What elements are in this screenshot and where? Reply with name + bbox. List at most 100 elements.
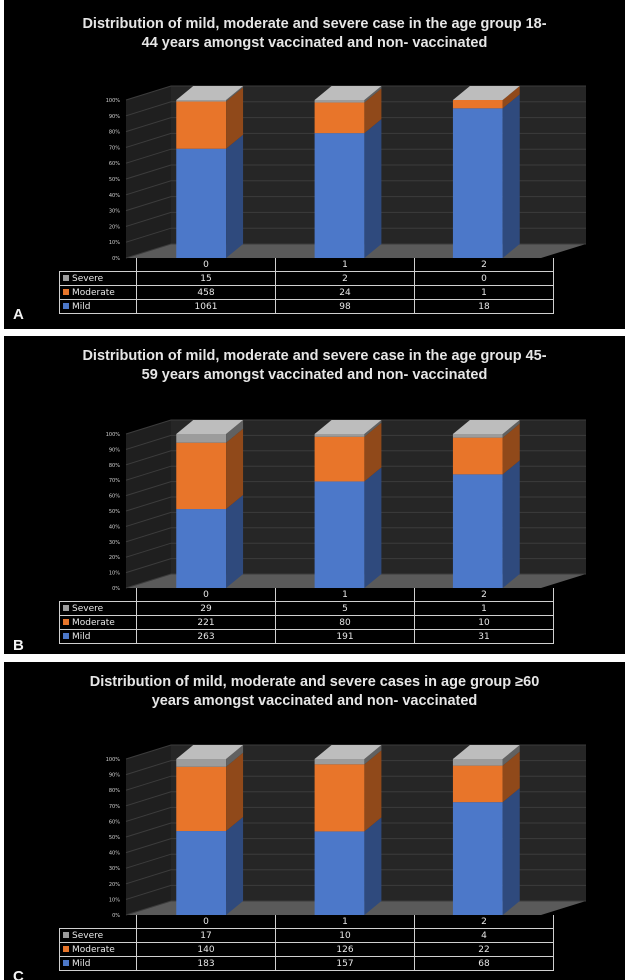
moderate-bar-side (364, 88, 382, 134)
mild-bar-side (502, 788, 520, 915)
moderate-bar (452, 765, 503, 803)
mild-bar (314, 133, 365, 258)
y-tick-label: 70% (109, 145, 120, 151)
severe-bar-side (502, 420, 520, 438)
bar-top-face (314, 420, 382, 434)
mild-bar (176, 509, 227, 588)
y-tick-label: 60% (109, 161, 120, 167)
gridline (125, 450, 586, 466)
gridline (125, 527, 586, 543)
table-header-cell: 0 (136, 588, 276, 602)
row-label-text: Severe (72, 930, 104, 941)
gridline (125, 481, 586, 497)
moderate-bar-side (502, 423, 520, 475)
bar-top-face (314, 745, 382, 759)
table-cell: 18 (414, 299, 554, 314)
gridline (125, 419, 586, 435)
moderate-bar (314, 102, 365, 134)
gridline (125, 85, 586, 101)
table-header-cell: 2 (414, 258, 554, 272)
table-cell: 98 (275, 299, 415, 314)
gridline (125, 542, 586, 558)
mild-bar-side (226, 134, 244, 258)
severe-bar (176, 759, 227, 767)
row-label-severe: Severe (59, 928, 137, 943)
gridline (125, 148, 586, 164)
gridline (125, 496, 586, 512)
mild-swatch-icon (63, 960, 69, 966)
table-cell: 126 (275, 942, 415, 957)
gridline (125, 211, 586, 227)
moderate-bar-side (364, 750, 382, 832)
mild-bar (314, 481, 365, 588)
table-cell: 191 (275, 629, 415, 644)
table-cell: 10 (414, 615, 554, 630)
table-cell: 80 (275, 615, 415, 630)
table-cell: 183 (136, 956, 276, 971)
table-cell: 157 (275, 956, 415, 971)
mild-bar-side (364, 467, 382, 588)
table-header-row: 0 1 2 (59, 915, 554, 929)
moderate-swatch-icon (63, 946, 69, 952)
chart-title: Distribution of mild, moderate and sever… (82, 348, 547, 383)
table-cell: 140 (136, 942, 276, 957)
row-label-text: Mild (72, 631, 91, 642)
y-tick-label: 100% (106, 432, 121, 438)
moderate-swatch-icon (63, 289, 69, 295)
severe-bar-side (226, 86, 244, 102)
mild-bar-side (226, 817, 244, 915)
table-cell: 5 (275, 601, 415, 616)
row-label-text: Moderate (72, 944, 115, 955)
table-cell: 24 (275, 285, 415, 300)
y-tick-label: 100% (106, 98, 121, 104)
panel-letter: A (13, 306, 24, 323)
gridline (125, 775, 586, 791)
gridline (125, 822, 586, 838)
y-tick-label: 90% (109, 447, 120, 453)
chart-panel-c: 0% 10% 20% 30% 40% 50% 60% 70% 80% 90% 100% Distri… (4, 662, 625, 980)
bar-top-face (176, 745, 244, 759)
moderate-bar (452, 437, 503, 475)
gridline (125, 164, 586, 180)
y-tick-label: 50% (109, 177, 120, 183)
moderate-bar (176, 442, 227, 510)
gridline (125, 900, 586, 916)
chart-plot: 0%10%20%30%40%50%60%70%80%90%100% (106, 419, 586, 592)
gridline (125, 869, 586, 885)
severe-bar-side (364, 86, 382, 103)
table-cell: 221 (136, 615, 276, 630)
y-tick-label: 40% (109, 193, 120, 199)
mild-bar (314, 831, 365, 915)
y-tick-label: 20% (109, 555, 120, 561)
y-tick-label: 10% (109, 897, 120, 903)
table-header-cell: 1 (275, 588, 415, 602)
table-cell: 458 (136, 285, 276, 300)
mild-bar (176, 831, 227, 915)
table-header-cell: 2 (414, 588, 554, 602)
severe-bar-side (226, 420, 244, 443)
table-row-mild: Mild 183 157 68 (59, 956, 554, 971)
mild-swatch-icon (63, 633, 69, 639)
y-tick-label: 20% (109, 224, 120, 230)
gridline (125, 806, 586, 822)
moderate-bar-side (364, 422, 382, 482)
mild-bar-side (364, 817, 382, 915)
table-cell: 0 (414, 271, 554, 286)
moderate-bar (314, 764, 365, 832)
gridline (125, 180, 586, 196)
severe-swatch-icon (63, 275, 69, 281)
y-tick-label: 90% (109, 773, 120, 779)
gridline (125, 884, 586, 900)
panel-letter: C (13, 968, 24, 980)
row-label-moderate: Moderate (59, 942, 137, 957)
severe-bar (176, 434, 227, 443)
gridline (125, 838, 586, 854)
y-tick-label: 70% (109, 478, 120, 484)
table-cell: 4 (414, 928, 554, 943)
bar-top-face (452, 420, 520, 434)
moderate-swatch-icon (63, 619, 69, 625)
table-header-cell: 0 (136, 915, 276, 929)
gridline (125, 760, 586, 776)
table-header-row: 0 1 2 (59, 258, 554, 272)
chart-title: Distribution of mild, moderate and sever… (82, 16, 547, 51)
